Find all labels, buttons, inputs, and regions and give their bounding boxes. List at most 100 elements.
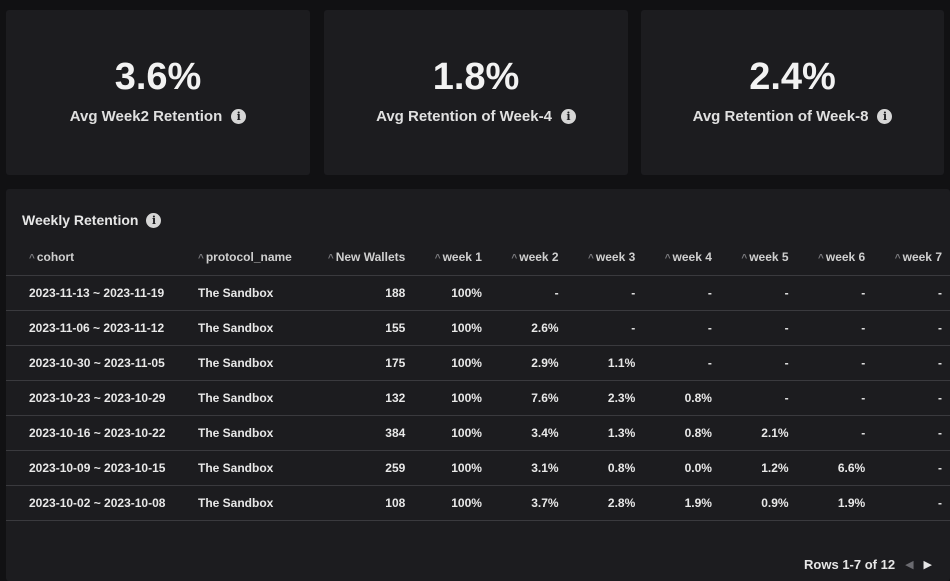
cell-week-3: 2.3%	[566, 380, 644, 416]
cell-protocol-name: The Sandbox	[190, 275, 300, 311]
column-header-cohort[interactable]: ^ cohort	[6, 239, 190, 276]
retention-table: ^ cohort ^ protocol_name ^ New Wallets ^ wee…	[6, 239, 950, 521]
cell-week-7: -	[873, 485, 950, 521]
cell-protocol-name: The Sandbox	[190, 485, 300, 521]
cell-week-5: -	[719, 310, 797, 346]
cell-new-wallets: 188	[300, 275, 414, 311]
info-icon[interactable]: i	[560, 109, 576, 124]
kpi-card-week8: 2.4% Avg Retention of Week-8 i	[641, 10, 944, 175]
cell-protocol-name: The Sandbox	[190, 345, 300, 381]
cell-week-7: -	[873, 415, 950, 451]
caret-up-icon: ^	[29, 252, 35, 264]
table-header-row: ^ cohort ^ protocol_name ^ New Wallets ^ wee…	[6, 239, 950, 276]
cell-cohort: 2023-10-30 ~ 2023-11-05	[6, 345, 190, 381]
cell-week-4: 1.9%	[643, 485, 720, 521]
cell-week-4: -	[643, 345, 720, 381]
cell-protocol-name: The Sandbox	[190, 450, 300, 486]
column-header-week-5[interactable]: ^ week 5	[719, 239, 797, 276]
cell-week-2: -	[489, 275, 567, 311]
cell-week-1: 100%	[413, 415, 490, 451]
kpi-label: Avg Week2 Retention	[69, 108, 223, 125]
caret-up-icon: ^	[327, 252, 334, 264]
caret-up-icon: ^	[434, 252, 441, 264]
kpi-value: 2.4%	[749, 56, 836, 98]
cell-week-1: 100%	[413, 345, 490, 381]
cell-week-1: 100%	[413, 275, 490, 311]
caret-up-icon: ^	[894, 252, 901, 264]
cell-week-1: 100%	[413, 310, 490, 346]
cell-week-6: -	[796, 275, 874, 311]
cell-cohort: 2023-11-13 ~ 2023-11-19	[6, 275, 190, 311]
kpi-label: Avg Retention of Week-8	[692, 108, 869, 125]
cell-week-2: 3.1%	[489, 450, 567, 486]
cell-week-3: -	[566, 310, 644, 346]
column-header-week-1[interactable]: ^ week 1	[413, 239, 490, 276]
chevron-left-icon[interactable]: ◀	[905, 559, 914, 571]
kpi-label: Avg Retention of Week-4	[376, 108, 552, 125]
cell-week-6: -	[796, 345, 874, 381]
cell-protocol-name: The Sandbox	[190, 380, 300, 416]
cell-week-3: 1.1%	[566, 345, 644, 381]
cell-week-4: -	[643, 275, 720, 311]
table-row: 2023-10-30 ~ 2023-11-05 The Sandbox 175 …	[6, 345, 950, 381]
cell-week-2: 2.6%	[489, 310, 567, 346]
column-header-protocol-name[interactable]: ^ protocol_name	[190, 239, 300, 276]
cell-week-1: 100%	[413, 450, 490, 486]
info-icon[interactable]: i	[146, 212, 162, 228]
caret-up-icon: ^	[664, 252, 671, 264]
cell-week-5: 1.2%	[719, 450, 797, 486]
cell-cohort: 2023-10-02 ~ 2023-10-08	[6, 485, 190, 521]
column-header-week-7[interactable]: ^ week 7	[873, 239, 950, 276]
weekly-retention-panel: Weekly Retention i ^ cohort ^ protocol_nam…	[6, 189, 950, 581]
cell-new-wallets: 384	[300, 415, 414, 451]
cell-new-wallets: 108	[300, 485, 414, 521]
cell-week-2: 3.7%	[489, 485, 567, 521]
cell-week-3: 0.8%	[566, 450, 644, 486]
cell-protocol-name: The Sandbox	[190, 415, 300, 451]
cell-week-2: 3.4%	[489, 415, 567, 451]
cell-week-7: -	[873, 310, 950, 346]
chevron-right-icon[interactable]: ▶	[923, 559, 932, 571]
caret-up-icon: ^	[511, 252, 518, 264]
cell-week-1: 100%	[413, 485, 490, 521]
cell-week-2: 7.6%	[489, 380, 567, 416]
cell-new-wallets: 175	[300, 345, 414, 381]
table-row: 2023-10-09 ~ 2023-10-15 The Sandbox 259 …	[6, 450, 950, 486]
cell-week-3: 1.3%	[566, 415, 644, 451]
cell-cohort: 2023-11-06 ~ 2023-11-12	[6, 310, 190, 346]
column-header-week-2[interactable]: ^ week 2	[489, 239, 567, 276]
kpi-card-week2: 3.6% Avg Week2 Retention i	[6, 10, 310, 175]
cell-week-3: 2.8%	[566, 485, 644, 521]
cell-week-7: -	[873, 345, 950, 381]
cell-week-4: 0.8%	[643, 415, 720, 451]
cell-week-2: 2.9%	[489, 345, 567, 381]
cell-week-6: 6.6%	[796, 450, 874, 486]
cell-cohort: 2023-10-23 ~ 2023-10-29	[6, 380, 190, 416]
cell-week-5: 0.9%	[719, 485, 797, 521]
cell-week-4: 0.0%	[643, 450, 720, 486]
info-icon[interactable]: i	[231, 109, 247, 124]
column-header-week-4[interactable]: ^ week 4	[643, 239, 720, 276]
caret-up-icon: ^	[741, 252, 748, 264]
table-row: 2023-10-16 ~ 2023-10-22 The Sandbox 384 …	[6, 415, 950, 451]
kpi-value: 3.6%	[114, 56, 202, 98]
table-row: 2023-11-06 ~ 2023-11-12 The Sandbox 155 …	[6, 310, 950, 346]
cell-week-1: 100%	[413, 380, 490, 416]
cell-week-6: -	[796, 310, 874, 346]
caret-up-icon: ^	[588, 252, 594, 264]
info-icon[interactable]: i	[877, 109, 893, 124]
column-header-week-6[interactable]: ^ week 6	[796, 239, 874, 276]
cell-new-wallets: 155	[300, 310, 414, 346]
cell-week-6: 1.9%	[796, 485, 874, 521]
cell-week-5: -	[719, 345, 797, 381]
cell-week-5: 2.1%	[719, 415, 797, 451]
cell-protocol-name: The Sandbox	[190, 310, 300, 346]
cell-week-4: -	[643, 310, 720, 346]
caret-up-icon: ^	[198, 252, 204, 264]
kpi-value: 1.8%	[432, 56, 520, 98]
cell-week-6: -	[796, 415, 874, 451]
column-header-week-3[interactable]: ^ week 3	[566, 239, 644, 276]
cell-week-7: -	[873, 275, 950, 311]
column-header-new-wallets[interactable]: ^ New Wallets	[300, 239, 414, 276]
cell-week-5: -	[719, 275, 797, 311]
